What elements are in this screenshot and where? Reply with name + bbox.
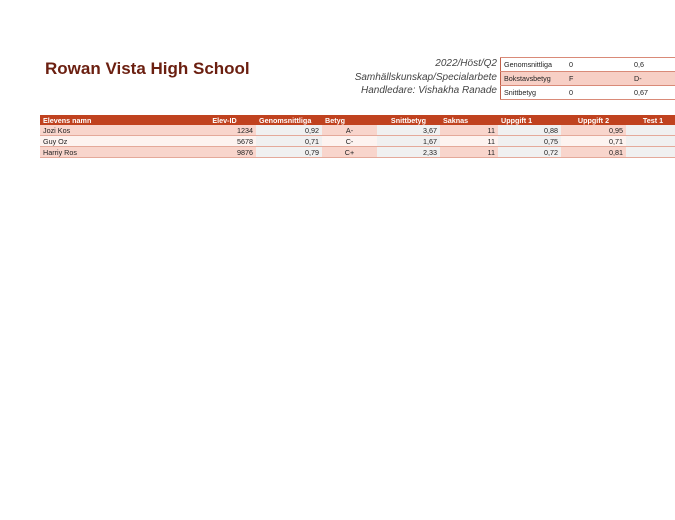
legend-row: Bokstavsbetyg F D-	[500, 71, 675, 86]
header-assignment-2[interactable]: Uppgift 2	[561, 115, 626, 125]
cell-assignment-1[interactable]: 0,75	[498, 135, 561, 147]
legend-label[interactable]: Snittbetyg	[500, 85, 566, 100]
cell-grade[interactable]: A-	[322, 125, 377, 136]
header-student-id[interactable]: Elev-ID	[193, 115, 256, 125]
cell-name[interactable]: Guy Oz	[40, 135, 193, 147]
report-meta: 2022/Höst/Q2 Samhällskunskap/Specialarbe…	[355, 57, 497, 98]
cell-assignment-2[interactable]: 0,81	[561, 146, 626, 158]
cell-grade[interactable]: C+	[322, 146, 377, 158]
table-row: Harriy Ros 9876 0,79 C+ 2,33 11 0,72 0,8…	[40, 146, 675, 158]
table-row: Jozi Kos 1234 0,92 A- 3,67 11 0,88 0,95	[40, 125, 675, 136]
cell-assignment-1[interactable]: 0,88	[498, 125, 561, 136]
header-assignment-1[interactable]: Uppgift 1	[498, 115, 561, 125]
legend-value[interactable]: 0	[566, 57, 631, 72]
header-grade-average[interactable]: Snittbetyg	[377, 115, 440, 125]
header-grade[interactable]: Betyg	[322, 115, 377, 125]
teacher-label: Handledare: Vishakha Ranade	[360, 85, 497, 96]
cell-test-1[interactable]	[626, 135, 675, 147]
term-label: 2022/Höst/Q2	[435, 58, 497, 69]
cell-name[interactable]: Jozi Kos	[40, 125, 193, 136]
cell-grade[interactable]: C-	[322, 135, 377, 147]
cell-average[interactable]: 0,71	[256, 135, 322, 147]
course-label: Samhällskunskap/Specialarbete	[354, 71, 497, 83]
cell-assignment-1[interactable]: 0,72	[498, 146, 561, 158]
cell-id[interactable]: 9876	[193, 146, 256, 158]
cell-test-1[interactable]	[626, 146, 675, 158]
cell-average[interactable]: 0,79	[256, 146, 322, 158]
legend-row: Genomsnittliga 0 0,6	[500, 57, 675, 72]
cell-grade-average[interactable]: 3,67	[377, 125, 440, 136]
cell-grade-average[interactable]: 2,33	[377, 146, 440, 158]
cell-name[interactable]: Harriy Ros	[40, 146, 193, 158]
cell-grade-average[interactable]: 1,67	[377, 135, 440, 147]
cell-missing[interactable]: 11	[440, 146, 498, 158]
legend-value[interactable]: F	[566, 71, 631, 86]
legend-label[interactable]: Bokstavsbetyg	[500, 71, 566, 86]
cell-id[interactable]: 5678	[193, 135, 256, 147]
legend-value[interactable]: 0	[566, 85, 631, 100]
school-title: Rowan Vista High School	[45, 59, 250, 78]
cell-assignment-2[interactable]: 0,95	[561, 125, 626, 136]
header-average[interactable]: Genomsnittliga	[256, 115, 322, 125]
legend-value[interactable]: 0,6	[631, 57, 675, 72]
cell-missing[interactable]: 11	[440, 125, 498, 136]
header-missing[interactable]: Saknas	[440, 115, 498, 125]
cell-id[interactable]: 1234	[193, 125, 256, 136]
cell-assignment-2[interactable]: 0,71	[561, 135, 626, 147]
grade-scale-table: Genomsnittliga 0 0,6 Bokstavsbetyg F D- …	[500, 57, 675, 100]
student-grades-table: Elevens namn Elev-ID Genomsnittliga Bety…	[40, 115, 675, 158]
cell-test-1[interactable]	[626, 125, 675, 136]
cell-average[interactable]: 0,92	[256, 125, 322, 136]
header-student-name[interactable]: Elevens namn	[40, 115, 193, 125]
legend-row: Snittbetyg 0 0,67	[500, 85, 675, 100]
table-row: Guy Oz 5678 0,71 C- 1,67 11 0,75 0,71	[40, 135, 675, 147]
legend-value[interactable]: 0,67	[631, 85, 675, 100]
header-test-1[interactable]: Test 1	[626, 115, 675, 125]
legend-label[interactable]: Genomsnittliga	[500, 57, 566, 72]
table-header-row: Elevens namn Elev-ID Genomsnittliga Bety…	[40, 115, 675, 125]
legend-value[interactable]: D-	[631, 71, 675, 86]
cell-missing[interactable]: 11	[440, 135, 498, 147]
